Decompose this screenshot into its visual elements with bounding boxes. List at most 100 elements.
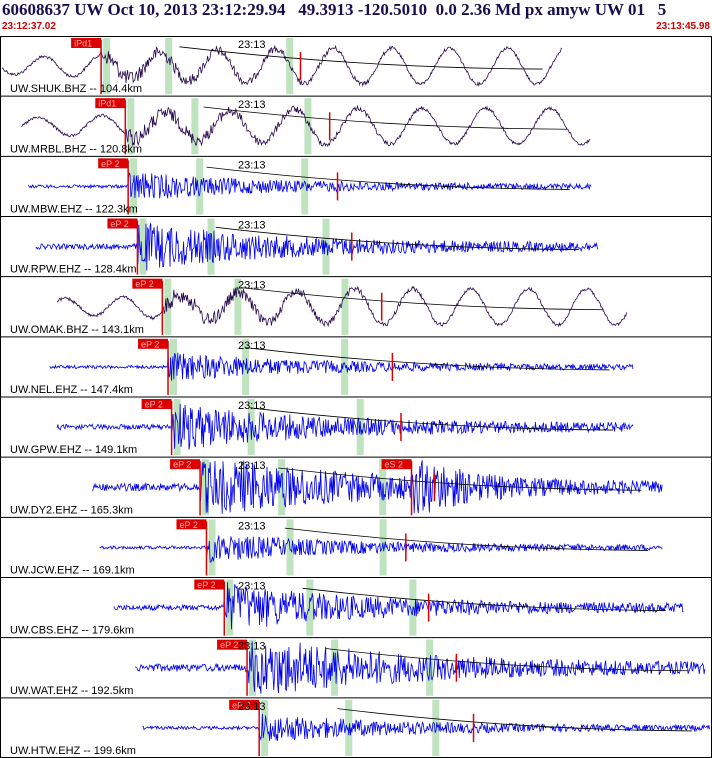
- amplitude-window: [164, 278, 172, 335]
- amplitude-window: [345, 699, 353, 756]
- amplitude-window: [341, 278, 349, 335]
- waveform-trace: [21, 104, 591, 148]
- amplitude-window: [127, 98, 135, 155]
- minute-tick-label: 23:13: [238, 340, 266, 352]
- pick-label-box: [141, 399, 172, 409]
- pick-label-box: [95, 98, 126, 109]
- coda-duration-curve: [206, 166, 570, 190]
- station-label: UW.DY2.EHZ -- 165.3km: [10, 504, 133, 516]
- amplitude-window: [306, 579, 314, 636]
- pick-label-box: [107, 218, 138, 229]
- station-label: UW.OMAK.BHZ -- 143.1km: [10, 324, 144, 336]
- station-label: UW.GPW.EHZ -- 149.1km: [10, 444, 137, 456]
- amplitude-window: [165, 38, 173, 95]
- waveform-trace: [1, 44, 563, 88]
- station-label: UW.MRBL.BHZ -- 120.8km: [10, 143, 142, 155]
- station-label: UW.NEL.EHZ -- 147.4km: [10, 384, 133, 396]
- waveform-trace: [56, 285, 627, 328]
- event-title: 60608637 UW Oct 10, 2013 23:12:29.94 49.…: [2, 0, 667, 19]
- pick-label: eP 2: [141, 339, 159, 349]
- pick-label: eP 2: [232, 700, 250, 710]
- amplitude-window: [304, 98, 312, 155]
- amplitude-window: [226, 579, 234, 636]
- pick-label: iPd1: [74, 39, 92, 49]
- minute-tick-label: 23:13: [238, 220, 266, 232]
- waveform-trace: [99, 535, 663, 563]
- station-label: UW.MBW.EHZ -- 122.3km: [10, 204, 138, 216]
- pick-label-box: [98, 158, 129, 169]
- coda-duration-curve: [284, 527, 648, 551]
- pick-label: eP 2: [220, 640, 238, 650]
- pick-label: eP 2: [197, 580, 215, 590]
- station-label: UW.RPW.EHZ -- 128.4km: [10, 264, 137, 276]
- coda-duration-curve: [203, 106, 567, 130]
- amplitude-window: [196, 158, 204, 215]
- amplitude-window: [173, 399, 181, 456]
- station-label: UW.SHUK.BHZ -- 104.4km: [10, 83, 142, 95]
- waveform-trace: [28, 172, 592, 199]
- pick-label-box: [194, 579, 225, 590]
- pick-label-box: [229, 699, 260, 710]
- amplitude-window: [191, 98, 199, 155]
- amplitude-window: [103, 38, 111, 95]
- coda-duration-curve: [240, 287, 604, 311]
- coda-duration-curve: [215, 226, 579, 250]
- waveform-trace: [92, 460, 663, 514]
- pick-label-box: [138, 338, 169, 349]
- coda-duration-curve: [337, 708, 693, 732]
- pick-label: eP 2: [145, 400, 163, 410]
- waveform-trace: [142, 713, 710, 741]
- station-label: UW.JCW.EHZ -- 169.1km: [10, 565, 135, 577]
- pick-label: eP 2: [173, 460, 191, 470]
- station-label: UW.HTW.EHZ -- 199.6km: [10, 745, 136, 757]
- minute-tick-label: 23:13: [238, 581, 266, 593]
- pick-label: eP 2: [101, 159, 119, 169]
- start-time: 23:12:37.02: [2, 21, 56, 32]
- station-label: UW.WAT.EHZ -- 192.5km: [10, 685, 133, 697]
- waveform-trace: [56, 403, 634, 450]
- amplitude-window: [139, 218, 147, 275]
- amplitude-window: [301, 158, 309, 215]
- minute-tick-label: 23:13: [238, 460, 266, 472]
- minute-tick-label: 23:13: [238, 280, 266, 292]
- coda-duration-curve: [302, 587, 666, 611]
- pick-label-box: [217, 639, 248, 650]
- pick-label: iPd1: [98, 99, 116, 109]
- coda-duration-curve: [249, 407, 614, 431]
- waveform-trace: [135, 641, 706, 694]
- amplitude-window: [208, 519, 216, 576]
- amplitude-window: [249, 639, 257, 696]
- pick-label-box: [132, 278, 163, 289]
- seismogram-plot[interactable]: iPd1 23:13 UW.SHUK.BHZ -- 104.4km iPd1 23:13…: [0, 36, 712, 758]
- minute-tick-label: 23:13: [238, 400, 266, 412]
- second-pick-label: eS 2: [385, 460, 404, 470]
- waveform-trace: [113, 582, 684, 630]
- amplitude-window: [341, 338, 349, 395]
- station-label: UW.CBS.EHZ -- 179.6km: [10, 625, 134, 637]
- amplitude-window: [432, 699, 440, 756]
- amplitude-window: [207, 218, 215, 275]
- coda-duration-curve: [325, 648, 689, 672]
- pick-label: eP 2: [179, 520, 197, 530]
- amplitude-window: [130, 158, 138, 215]
- minute-tick-label: 23:13: [238, 159, 266, 171]
- minute-tick-label: 23:13: [238, 99, 266, 111]
- pick-label-box: [176, 519, 207, 530]
- pick-label: eP 2: [135, 279, 153, 289]
- coda-duration-curve: [179, 46, 543, 70]
- minute-tick-label: 23:13: [238, 520, 266, 532]
- waveform-trace: [49, 352, 634, 381]
- minute-tick-label: 23:13: [238, 701, 266, 713]
- waveform-trace: [35, 223, 599, 271]
- event-header: 60608637 UW Oct 10, 2013 23:12:29.94 49.…: [0, 0, 712, 36]
- second-pick-label-box: [381, 459, 412, 470]
- end-time: 23:13:45.98: [656, 21, 710, 32]
- pick-label-box: [170, 459, 201, 470]
- amplitude-window: [234, 278, 242, 335]
- pick-label: eP 2: [110, 219, 128, 229]
- amplitude-window: [278, 459, 286, 516]
- coda-duration-curve: [246, 347, 610, 371]
- coda-duration-curve: [278, 467, 642, 491]
- minute-tick-label: 23:13: [238, 39, 266, 51]
- pick-label-box: [71, 38, 102, 48]
